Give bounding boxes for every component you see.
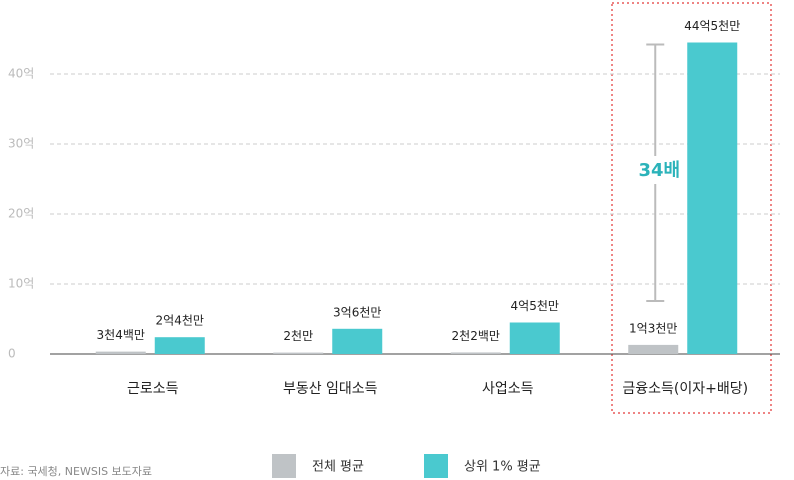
bar: [509, 322, 560, 354]
value-label: 3억6천만: [333, 304, 381, 319]
bar: [273, 352, 324, 354]
y-tick-label: 10억: [8, 277, 34, 291]
bar: [154, 337, 205, 354]
x-tick-label: 근로소득: [127, 381, 179, 397]
value-label: 4억5천만: [511, 298, 559, 313]
legend-label: 상위 1% 평균: [464, 460, 541, 475]
y-tick-label: 30억: [8, 137, 34, 151]
bar: [450, 352, 501, 354]
bar: [628, 344, 679, 354]
x-tick-label: 부동산 임대소득: [283, 381, 378, 397]
value-label: 2억4천만: [156, 313, 204, 328]
legend-swatch: [272, 454, 296, 478]
annotation-bg: [633, 156, 682, 184]
bar: [332, 328, 383, 354]
x-tick-label: 금융소득(이자+배당): [622, 381, 748, 397]
value-label: 44억5천만: [684, 18, 740, 33]
x-tick-label: 사업소득: [482, 381, 534, 397]
bar: [95, 351, 146, 354]
source: 자료: 국세청, NEWSIS 보도자료: [0, 465, 152, 478]
legend-label: 전체 평균: [312, 460, 364, 475]
value-label: 3천4백만: [97, 327, 145, 342]
value-label: 1억3천만: [629, 320, 677, 335]
value-label: 2천만: [283, 328, 313, 343]
y-tick-label: 20억: [8, 207, 34, 221]
bar: [687, 42, 738, 354]
y-tick-label: 0: [8, 347, 16, 361]
legend-swatch: [424, 454, 448, 478]
annotation: 34배: [638, 160, 680, 181]
y-tick-label: 40억: [8, 67, 34, 81]
value-label: 2천2백만: [452, 328, 500, 343]
